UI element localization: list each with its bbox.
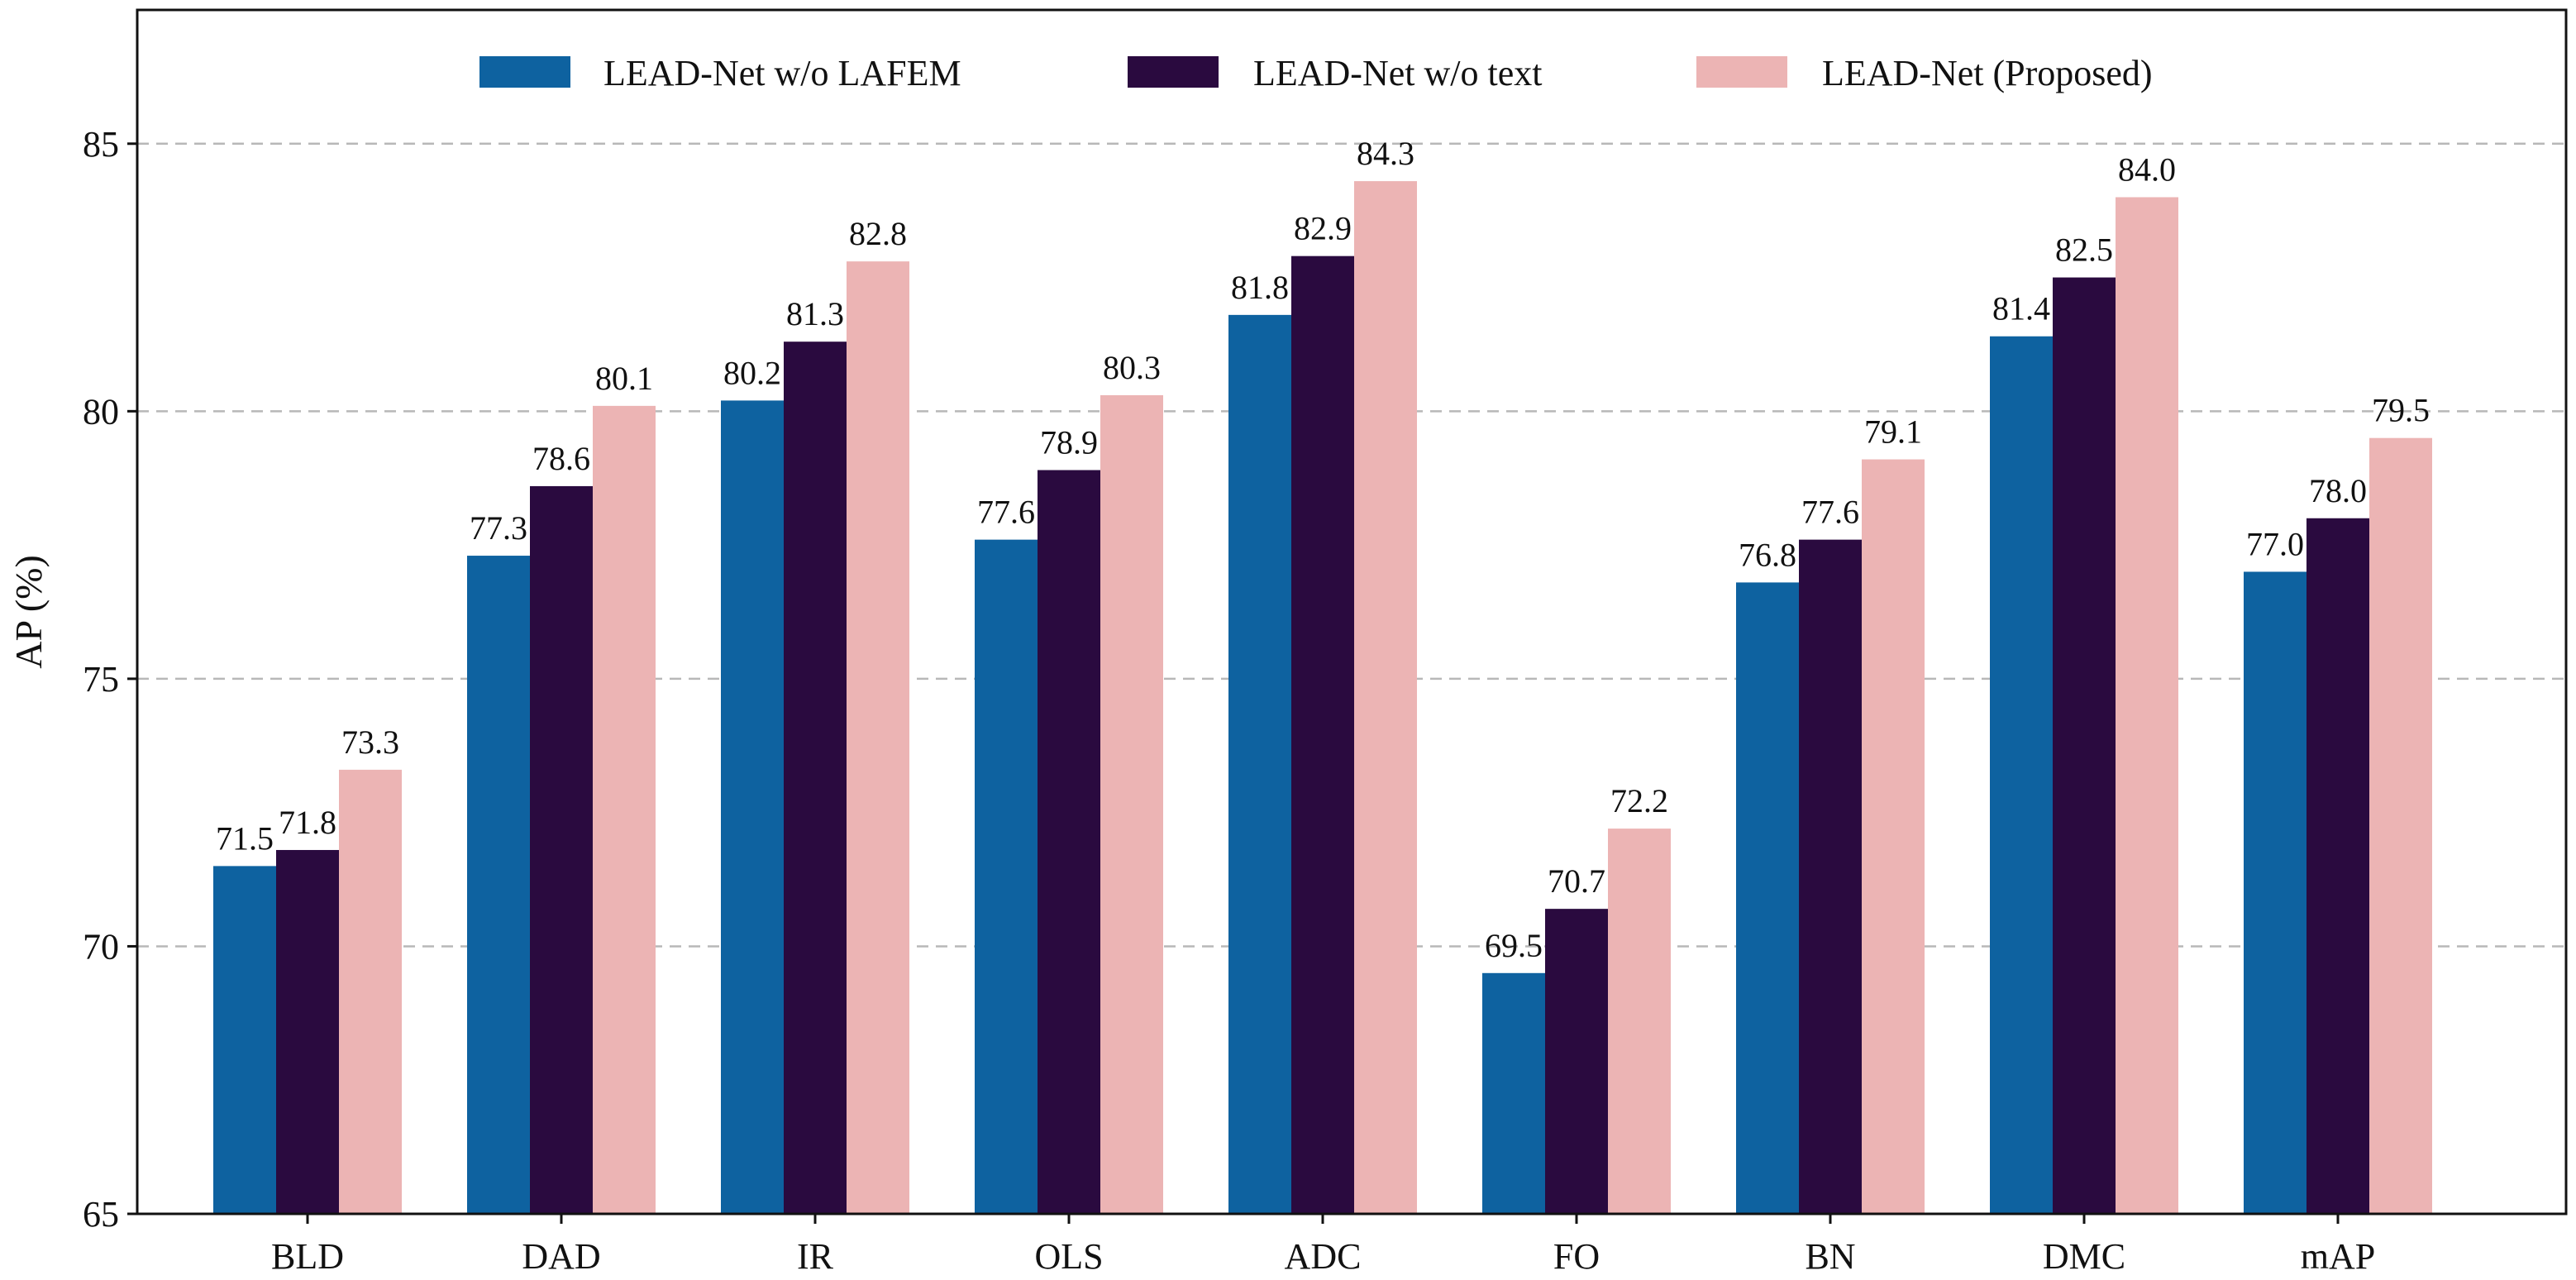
bar-label-s1-fo: 69.5 bbox=[1485, 927, 1543, 964]
y-tick-label: 75 bbox=[83, 659, 119, 700]
bar-s1-ir bbox=[721, 400, 784, 1214]
bar-s1-bld bbox=[213, 866, 276, 1214]
bar-s3-adc bbox=[1354, 181, 1417, 1214]
bar-s1-dmc bbox=[1990, 336, 2053, 1214]
x-tick-label-bn: BN bbox=[1805, 1236, 1855, 1277]
x-axis: BLD DAD IR OLS ADC FO BN DMC mAP bbox=[271, 1214, 2375, 1277]
bar-s3-dmc bbox=[2116, 197, 2178, 1214]
bar-s1-ols bbox=[975, 539, 1038, 1214]
bar-label-s2-dad: 78.6 bbox=[532, 440, 590, 477]
x-tick-label-bld: BLD bbox=[271, 1236, 344, 1277]
legend-label-1: LEAD-Net w/o LAFEM bbox=[603, 53, 961, 93]
bar-s1-dad bbox=[467, 556, 530, 1214]
y-tick-label: 70 bbox=[83, 926, 119, 967]
bar-value-labels: 71.5 71.8 73.3 77.378.6 80.1 80.281.3 82.8 77.6… bbox=[216, 135, 2430, 964]
bar-s3-fo bbox=[1608, 829, 1671, 1214]
bar-s3-ols bbox=[1100, 394, 1163, 1214]
bar-label-s1-map: 77.0 bbox=[2246, 525, 2304, 562]
bar-s1-bn bbox=[1736, 582, 1799, 1214]
bar-label-s3-dmc: 84.0 bbox=[2118, 150, 2176, 188]
bar-s2-dmc bbox=[2053, 277, 2116, 1214]
bar-label-s2-bn: 77.6 bbox=[1801, 494, 1859, 531]
bar-label-s1-bld: 71.5 bbox=[216, 819, 274, 857]
bar-label-s2-ols: 78.9 bbox=[1040, 424, 1098, 461]
bar-label-s1-ols: 77.6 bbox=[977, 494, 1035, 531]
y-tick-label: 80 bbox=[83, 391, 119, 432]
bar-label-s3-adc: 84.3 bbox=[1357, 135, 1414, 172]
bar-s2-dad bbox=[530, 485, 593, 1214]
bar-s2-adc bbox=[1291, 256, 1354, 1214]
legend-label-3: LEAD-Net (Proposed) bbox=[1822, 53, 2153, 93]
x-tick-label-adc: ADC bbox=[1285, 1236, 1362, 1277]
legend-swatch-3 bbox=[1696, 56, 1787, 88]
legend: LEAD-Net w/o LAFEM LEAD-Net w/o text LEAD-… bbox=[479, 53, 2153, 93]
bar-label-s2-ir: 81.3 bbox=[786, 295, 844, 332]
y-tick-label: 65 bbox=[83, 1194, 119, 1235]
plot-frame bbox=[136, 8, 2568, 1216]
x-tick-label-fo: FO bbox=[1553, 1236, 1600, 1277]
legend-swatch-1 bbox=[479, 56, 570, 88]
bars bbox=[213, 181, 2432, 1215]
bar-label-s3-map: 79.5 bbox=[2372, 392, 2430, 429]
x-tick-label-ols: OLS bbox=[1034, 1236, 1103, 1277]
x-tick-label-dad: DAD bbox=[522, 1236, 600, 1277]
y-axis: 65 70 75 80 85 bbox=[83, 124, 137, 1235]
bar-s3-map bbox=[2369, 437, 2432, 1214]
bar-s3-ir bbox=[847, 261, 909, 1214]
bar-s2-fo bbox=[1545, 909, 1608, 1214]
bar-s1-fo bbox=[1482, 972, 1545, 1214]
y-tick-label: 85 bbox=[83, 124, 119, 165]
bar-s3-bld bbox=[339, 769, 402, 1214]
bar-label-s3-dad: 80.1 bbox=[595, 360, 653, 397]
legend-label-2: LEAD-Net w/o text bbox=[1253, 53, 1542, 93]
bar-s3-dad bbox=[593, 405, 656, 1215]
bar-s2-ir bbox=[784, 341, 847, 1215]
bar-label-s2-fo: 70.7 bbox=[1548, 862, 1605, 900]
bar-label-s3-fo: 72.2 bbox=[1610, 782, 1668, 819]
bar-s2-map bbox=[2306, 518, 2369, 1214]
bar-s2-bld bbox=[276, 849, 339, 1214]
bar-s2-bn bbox=[1799, 539, 1862, 1214]
bar-label-s2-bld: 71.8 bbox=[279, 804, 336, 841]
bar-s3-bn bbox=[1862, 459, 1925, 1214]
legend-swatch-2 bbox=[1128, 56, 1219, 88]
bar-label-s3-ir: 82.8 bbox=[849, 215, 907, 252]
bar-label-s1-bn: 76.8 bbox=[1739, 536, 1796, 573]
bar-label-s1-dad: 77.3 bbox=[470, 509, 527, 547]
x-tick-label-ir: IR bbox=[797, 1236, 834, 1277]
bar-s2-ols bbox=[1038, 470, 1100, 1214]
bar-label-s3-ols: 80.3 bbox=[1103, 349, 1161, 386]
bar-label-s2-adc: 82.9 bbox=[1294, 210, 1352, 247]
bar-label-s1-ir: 80.2 bbox=[723, 354, 781, 391]
x-tick-label-dmc: DMC bbox=[2043, 1236, 2125, 1277]
bar-label-s1-dmc: 81.4 bbox=[1992, 290, 2050, 327]
y-axis-title: AP (%) bbox=[7, 555, 50, 669]
bar-label-s3-bld: 73.3 bbox=[341, 724, 399, 761]
bar-label-s2-map: 78.0 bbox=[2309, 472, 2367, 509]
x-tick-label-map: mAP bbox=[2301, 1236, 2375, 1277]
bar-label-s2-dmc: 82.5 bbox=[2055, 232, 2113, 269]
bar-label-s3-bn: 79.1 bbox=[1864, 413, 1922, 451]
bar-s1-adc bbox=[1228, 314, 1291, 1215]
bar-s1-map bbox=[2244, 571, 2306, 1214]
bar-label-s1-adc: 81.8 bbox=[1231, 269, 1289, 306]
